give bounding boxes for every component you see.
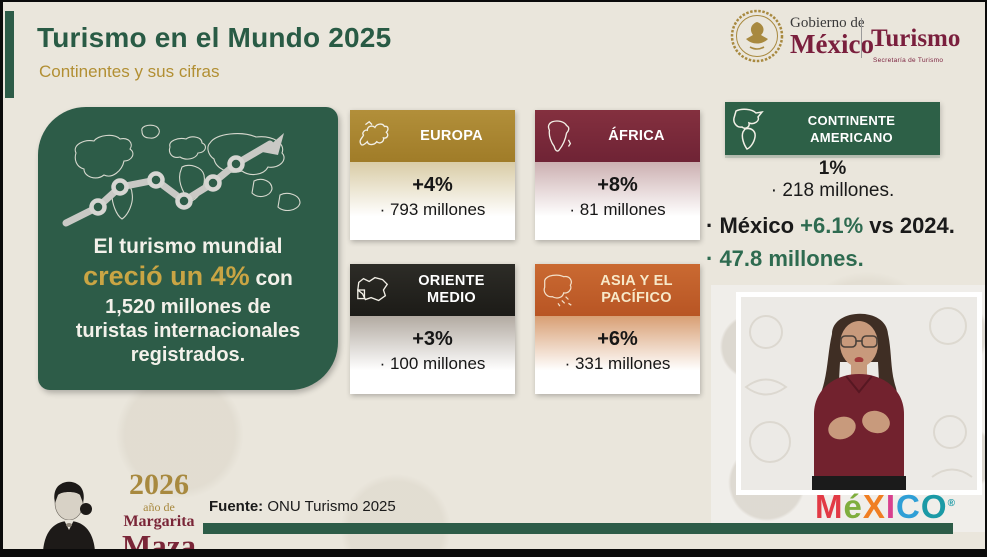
card-oriente-amount: · 100 millones [379,354,486,373]
world-map-trend-icon [62,124,301,227]
government-logo: Gobierno de México Turismo Secretaría de… [730,8,985,70]
europe-map-icon [350,113,396,159]
card-europa-growth: +4% [412,174,453,196]
card-europa-header: EUROPA [350,110,515,162]
americas-map-icon [725,106,771,152]
asia-map-icon [535,267,581,313]
card-oriente-growth: +3% [412,328,453,350]
card-asia-amount: · 331 millones [564,354,671,373]
hero-after-highlight: con [249,267,293,290]
card-asia-header: ASIA Y EL PACÍFICO [535,264,700,316]
source-text: ONU Turismo 2025 [263,498,396,515]
hero-line4: turistas internacionales [75,320,301,342]
card-africa-header: ÁFRICA [535,110,700,162]
card-europa-amount: · 793 millones [379,200,486,219]
anniversary-line3: Margarita [123,513,195,530]
brand-letter-e: é [843,488,863,525]
anniversary-year: 2026 [129,468,189,501]
mexico-total-line: · 47.8 millones. [706,246,864,271]
card-europa-label: EUROPA [420,127,483,144]
card-oriente-header: ORIENTE MEDIO [350,264,515,316]
card-asia-label: ASIA Y EL PACÍFICO [600,273,673,306]
mexico-growth-value: +6.1% [800,213,864,238]
source-note: Fuente: ONU Turismo 2025 [209,498,396,515]
gov-department: Turismo [871,25,961,52]
card-africa-label: ÁFRICA [608,127,665,144]
america-amount: · 218 millones. [770,180,895,201]
brand-registered-mark: ® [947,498,956,509]
bottom-black-strip [3,549,985,557]
anniversary-line2: año de [143,500,175,514]
mexico-stat-suffix: vs 2024. [863,213,955,238]
gov-line2: México [790,29,874,59]
card-africa: ÁFRICA +8% · 81 millones [535,110,700,240]
brand-letter-x: X [862,488,886,525]
card-oriente-medio: ORIENTE MEDIO +3% · 100 millones [350,264,515,394]
hero-line1: El turismo mundial [93,235,283,258]
card-asia-body: +6% · 331 millones [535,316,700,394]
page-subtitle: Continentes y sus cifras [39,62,220,81]
gov-department-sub: Secretaría de Turismo [873,57,944,64]
page-title: Turismo en el Mundo 2025 [37,22,392,53]
source-label: Fuente: [209,498,264,515]
footer-green-bar [203,523,953,534]
world-summary-text: El turismo mundial creció un 4% con 1,52… [38,234,338,367]
hero-highlight: creció un 4% [83,261,250,291]
america-growth: 1% [818,158,847,179]
brand-letter-o: O [920,488,948,525]
hero-line2: creció un 4% con [38,260,338,295]
brand-letter-m: M [815,488,844,525]
gov-divider [861,18,862,58]
brand-letter-i: I [885,488,897,525]
left-accent-bar [5,11,14,98]
interpreter-figure [736,292,982,495]
america-header: CONTINENTE AMERICANO [725,102,940,155]
africa-map-icon [535,113,581,159]
mexico-stat-prefix: · México [706,213,801,238]
hero-line5: registrados. [130,344,246,366]
mexico-eagle-seal-icon [730,9,784,63]
gov-line1: Gobierno de [790,15,865,31]
america-header-label: CONTINENTE AMERICANO [807,112,896,145]
card-oriente-body: +3% · 100 millones [350,316,515,394]
card-europa-body: +4% · 793 millones [350,162,515,240]
card-africa-body: +8% · 81 millones [535,162,700,240]
card-europa: EUROPA +4% · 793 millones [350,110,515,240]
card-africa-amount: · 81 millones [569,200,666,219]
sign-language-video [711,285,985,532]
card-oriente-label: ORIENTE MEDIO [418,273,485,306]
anniversary-emblem: 2026 año de Margarita Maza [107,470,211,557]
card-asia-pacifico: ASIA Y EL PACÍFICO +6% · 331 millones [535,264,700,394]
brand-letter-c: C [896,488,921,525]
hero-line3: 1,520 millones de [105,296,271,318]
margarita-maza-portrait [43,481,95,551]
card-asia-growth: +6% [597,328,638,350]
mexico-brand-logo: MéXICO® [815,488,956,526]
mexico-stat-line: · México +6.1% vs 2024. [706,213,955,239]
middle-east-map-icon [350,267,396,313]
world-summary-card: El turismo mundial creció un 4% con 1,52… [38,107,338,390]
card-africa-growth: +8% [597,174,638,196]
